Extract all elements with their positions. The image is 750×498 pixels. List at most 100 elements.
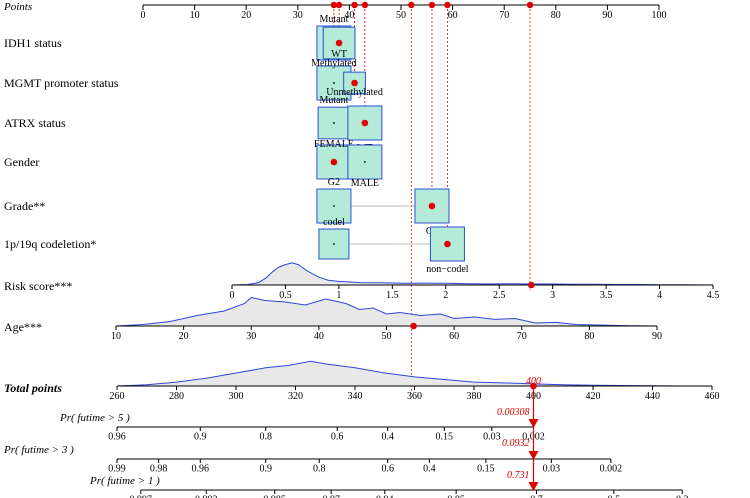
points-axis-tick-label: 60: [448, 10, 458, 21]
points-axis-tick-label: 20: [241, 10, 251, 21]
level-box: [414, 188, 450, 224]
probability-axis-tick-label: 0.993: [195, 494, 218, 498]
total-points-tick-label: 460: [705, 391, 720, 402]
probability-axis-tick-label: 0.9: [260, 463, 273, 474]
total-points-tick-label: 380: [467, 391, 482, 402]
probability-axis-tick-label: 0.03: [483, 431, 501, 442]
probability-axis-tick-label: 0.96: [192, 463, 210, 474]
probability-axis-tick-label: 0.997: [130, 494, 153, 498]
total-points-density-line: [116, 360, 683, 387]
probability-axis-tick-label: 0.99: [108, 463, 126, 474]
probability-axis-tick-label: 0.03: [543, 463, 561, 474]
points-axis-marker: [526, 1, 534, 9]
level-label: MALE: [351, 178, 379, 189]
total-points-tick-label: 320: [288, 391, 303, 402]
probability-axis-tick-label: 0.96: [108, 431, 126, 442]
risk-score-tick-label: 4: [657, 290, 662, 301]
age-tick-label: 10: [111, 331, 121, 342]
level-label: non−codel: [426, 264, 469, 275]
probability-axis-tick-label: 0.4: [381, 431, 394, 442]
level-label: codel: [323, 217, 345, 228]
points-axis-tick-label: 50: [396, 10, 406, 21]
points-axis-tick-label: 90: [602, 10, 612, 21]
probability-axis-tick-label: 0.94: [376, 494, 394, 498]
age-tick-label: 70: [517, 331, 527, 342]
probability-axis-tick-label: 0.98: [150, 463, 168, 474]
points-axis-tick-label: 30: [293, 10, 303, 21]
level-label: G2: [328, 177, 340, 188]
risk-score-tick-label: 2.5: [493, 290, 506, 301]
probability-result-label: 0.00308: [497, 407, 530, 418]
probability-axis-tick-label: 0.6: [381, 463, 394, 474]
probability-axis-tick-label: 0.7: [530, 494, 543, 498]
level-label: Mutant: [319, 95, 348, 106]
total-points-label: Total points: [4, 381, 62, 395]
probability-axis-tick-label: 0.8: [260, 431, 273, 442]
risk-score-density-line: [231, 262, 714, 286]
variable-label: ATRX status: [4, 116, 66, 130]
points-axis-tick-label: 0: [141, 10, 146, 21]
points-axis-tick-label: 40: [344, 10, 354, 21]
selected-level-marker: [335, 39, 343, 47]
points-axis-marker: [408, 1, 415, 9]
points-axis-marker: [330, 1, 338, 9]
probability-axis-tick-label: 0.985: [263, 494, 286, 498]
total-points-tick-label: 360: [407, 391, 422, 402]
total-points-selected-label: 400: [526, 376, 541, 387]
variable-label: Grade**: [4, 199, 45, 213]
total-points-tick-label: 280: [169, 391, 184, 402]
probability-axis-label: Pr( futime > 3 ): [3, 444, 74, 456]
level-center-dot: [333, 243, 335, 245]
total-points-tick-label: 300: [229, 391, 244, 402]
points-axis-tick-label: 80: [551, 10, 561, 21]
probability-axis-tick-label: 0.002: [600, 463, 623, 474]
probability-axis-label: Pr( futime > 5 ): [59, 412, 130, 424]
total-points-tick-label: 440: [645, 391, 660, 402]
level-center-dot: [333, 82, 335, 84]
probability-result-label: 0.0932: [502, 438, 530, 449]
probability-axis-tick-label: 0.4: [423, 463, 436, 474]
points-axis-marker: [335, 1, 343, 9]
age-tick-label: 90: [652, 331, 662, 342]
selected-level-marker: [351, 79, 358, 87]
points-axis-marker: [428, 1, 436, 9]
risk-score-tick-label: 0: [230, 290, 235, 301]
points-axis-tick-label: 100: [652, 10, 667, 21]
age-label: Age***: [4, 320, 42, 334]
age-density-line: [115, 296, 658, 327]
variable-label: 1p/19q codeletion*: [4, 237, 96, 251]
risk-score-tick-label: 2: [443, 290, 448, 301]
level-label: WT: [331, 49, 347, 60]
variable-label: Gender: [4, 155, 39, 169]
selected-level-marker: [428, 202, 436, 210]
level-label: Unmethylated: [326, 87, 383, 98]
risk-score-label: Risk score***: [4, 279, 72, 293]
total-points-density-fill: [117, 361, 712, 386]
points-axis-marker: [351, 1, 358, 9]
points-axis-marker: [361, 1, 369, 9]
risk-score-marker: [527, 281, 535, 289]
probability-axis-tick-label: 0.8: [313, 463, 326, 474]
age-marker: [410, 322, 417, 330]
age-tick-label: 50: [382, 331, 392, 342]
points-axis-tick-label: 10: [190, 10, 200, 21]
probability-axis-tick-label: 0.85: [447, 494, 465, 498]
probability-axis-tick-label: 0.15: [477, 463, 495, 474]
risk-score-tick-label: 4.5: [707, 290, 720, 301]
probability-axis-tick-label: 0.3: [676, 494, 689, 498]
total-points-tick-label: 420: [586, 391, 601, 402]
variable-label: MGMT promoter status: [4, 76, 119, 90]
risk-score-tick-label: 1: [336, 290, 341, 301]
level-center-dot: [363, 161, 366, 163]
probability-axis-tick-label: 0.97: [322, 494, 340, 498]
level-label: Mutant: [319, 14, 348, 25]
risk-score-tick-label: 3.5: [600, 290, 613, 301]
risk-score-tick-label: 0.5: [279, 290, 292, 301]
age-tick-label: 80: [584, 331, 594, 342]
points-axis-marker: [444, 1, 451, 9]
age-tick-label: 30: [246, 331, 256, 342]
age-tick-label: 40: [314, 331, 324, 342]
probability-axis-tick-label: 0.5: [608, 494, 621, 498]
